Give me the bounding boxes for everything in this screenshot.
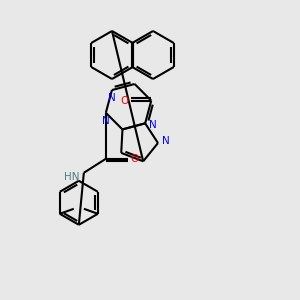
Text: N: N bbox=[102, 116, 110, 126]
Text: HN: HN bbox=[64, 172, 80, 182]
Text: N: N bbox=[162, 136, 170, 146]
Text: O: O bbox=[120, 96, 128, 106]
Text: N: N bbox=[149, 120, 157, 130]
Text: O: O bbox=[131, 154, 139, 164]
Text: N: N bbox=[108, 93, 116, 103]
